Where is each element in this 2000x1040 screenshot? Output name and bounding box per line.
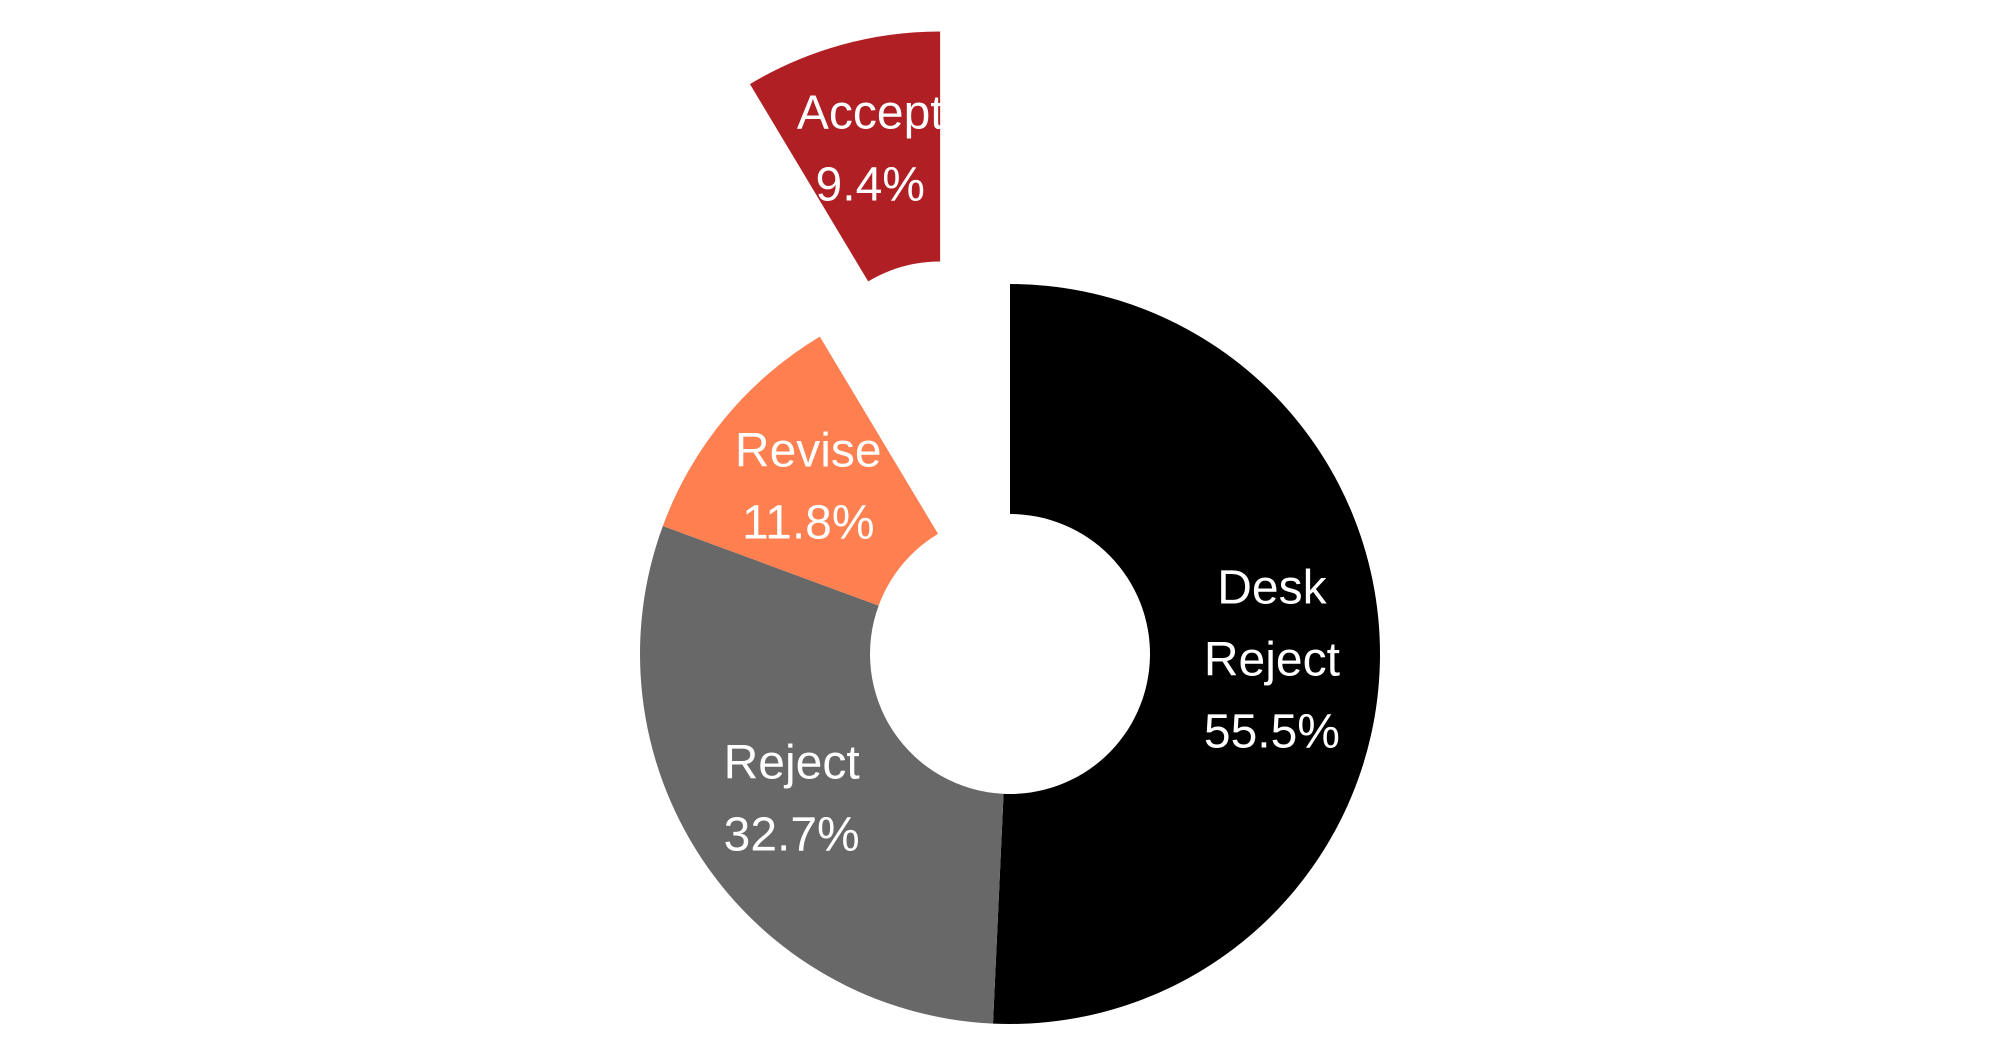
slice-label-reject: Reject 32.7% <box>724 736 860 861</box>
slice-revise <box>662 336 939 606</box>
slice-label-accept: Accept 9.4% <box>797 86 944 211</box>
slice-value-label: 55.5% <box>1204 706 1340 759</box>
slice-value-label: 11.8% <box>742 496 875 549</box>
slice-label-desk-reject: Desk Reject 55.5% <box>1204 562 1340 759</box>
slice-category-label: Revise <box>735 424 882 477</box>
slice-category-label: Reject <box>724 736 860 789</box>
slice-reject <box>640 526 1004 1024</box>
slice-label-revise: Revise 11.8% <box>735 424 882 549</box>
slice-value-label: 32.7% <box>724 808 860 861</box>
slice-value-label: 9.4% <box>816 158 925 211</box>
slice-desk-reject <box>993 284 1381 1024</box>
slice-accept <box>749 31 941 282</box>
slice-category-label: Reject <box>1204 634 1340 687</box>
slice-category-label: Accept <box>797 86 944 139</box>
slice-category-label: Desk <box>1217 562 1327 615</box>
